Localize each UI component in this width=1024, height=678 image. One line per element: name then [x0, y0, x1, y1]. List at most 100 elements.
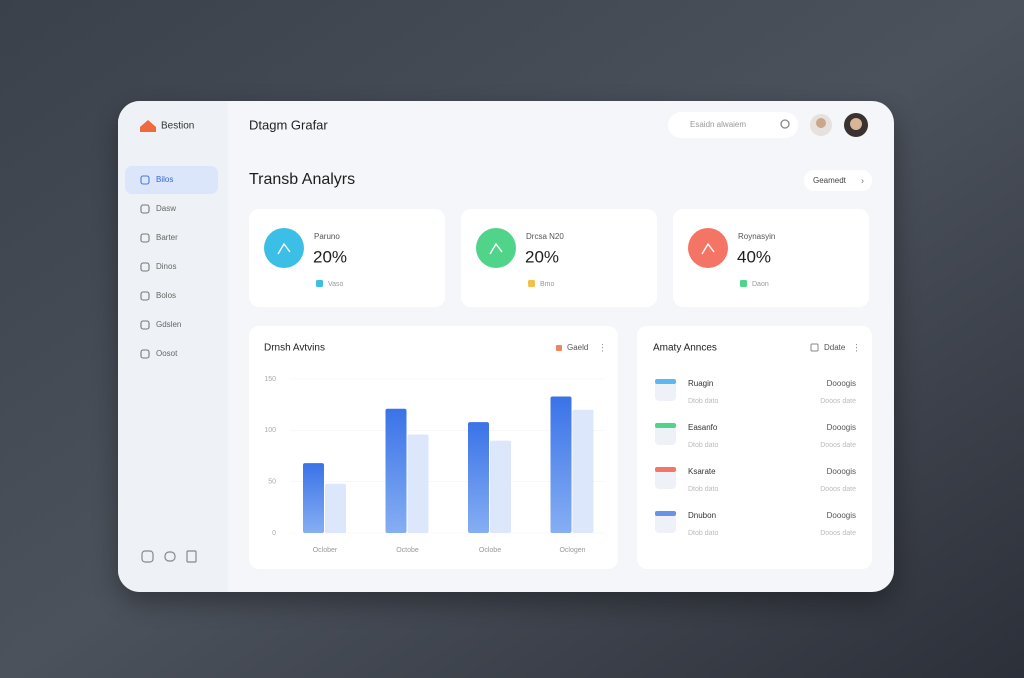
activity-row-right: Dooogis	[827, 379, 856, 388]
nav-icon	[140, 349, 150, 359]
stat-value: 40%	[737, 247, 771, 266]
bar	[303, 463, 324, 533]
more-menu[interactable]: ⋮	[852, 342, 861, 352]
nav-icon	[140, 204, 150, 214]
activity-row-right-sub: Dooos date	[820, 486, 856, 493]
nav-label[interactable]: Bolos	[156, 291, 176, 300]
stat-legend-label: Vaso	[328, 281, 344, 288]
activity-row-right-sub: Dooos date	[820, 398, 856, 405]
sidebar	[118, 101, 228, 592]
action-button[interactable]	[804, 170, 872, 191]
brand-name: Bestion	[161, 121, 194, 132]
bar	[550, 396, 572, 533]
activity-icon	[655, 511, 676, 533]
nav-icon	[140, 320, 150, 330]
stat-value: 20%	[313, 247, 347, 266]
activity-filter[interactable]: Ddate	[824, 343, 846, 352]
activity-icon	[655, 379, 676, 401]
stat-icon-glyph	[277, 242, 291, 255]
stat-label: Paruno	[314, 232, 340, 241]
stat-icon-glyph	[489, 242, 503, 255]
activity-icon	[655, 467, 676, 489]
settings-icon[interactable]	[141, 550, 154, 563]
chevron: ›	[861, 175, 864, 185]
nav-icon	[140, 291, 150, 301]
nav-label[interactable]: Barter	[156, 233, 178, 242]
app-title: Dtagm Grafar	[249, 117, 328, 132]
stat-card	[461, 209, 657, 307]
activity-row-right: Dooogis	[827, 423, 856, 432]
stat-legend-swatch	[528, 280, 535, 287]
stat-icon	[264, 228, 304, 268]
bar	[385, 408, 407, 533]
activity-row-right: Dooogis	[827, 511, 856, 520]
bar	[572, 409, 594, 533]
activity-row-right-sub: Dooos date	[820, 442, 856, 449]
bar	[407, 434, 429, 533]
chart-title: Drnsh Avtvins	[264, 343, 325, 354]
more-menu[interactable]: ⋮	[598, 342, 607, 352]
nav-icon	[140, 175, 150, 185]
stat-legend-swatch	[316, 280, 323, 287]
x-tick-label: Oclobe	[479, 547, 501, 554]
nav-label[interactable]: Oosot	[156, 349, 178, 358]
activity-icon-band	[655, 423, 676, 428]
stat-icon	[476, 228, 516, 268]
activity-icon	[655, 423, 676, 445]
stat-label: Drcsa N20	[526, 232, 564, 241]
activity-row-title[interactable]: Dnubon	[688, 511, 716, 520]
search-icon[interactable]	[780, 119, 790, 129]
calendar-icon	[810, 343, 819, 352]
activity-row-subtitle: Dtob dato	[688, 442, 718, 449]
activity-row-subtitle: Dtob dato	[688, 486, 718, 493]
chat-icon[interactable]	[164, 551, 176, 562]
page-title: Transb Analyrs	[249, 171, 355, 188]
x-tick-label: Oclogen	[559, 547, 585, 554]
action-button-label: Geamedt	[813, 176, 847, 185]
nav-icon	[140, 262, 150, 272]
stat-value: 20%	[525, 247, 559, 266]
avatar-face	[850, 118, 862, 130]
x-tick-label: Octobe	[396, 547, 419, 554]
activity-card	[637, 326, 872, 569]
nav-icon	[140, 233, 150, 243]
activity-icon-band	[655, 467, 676, 472]
stat-legend-swatch	[740, 280, 747, 287]
stat-label: Roynasyin	[738, 232, 775, 241]
activity-icon-band	[655, 511, 676, 516]
activity-row-subtitle: Dtob dato	[688, 530, 718, 537]
activity-row-title[interactable]: Ksarate	[688, 467, 716, 476]
activity-icon-band	[655, 379, 676, 384]
nav-item-active[interactable]	[125, 166, 218, 194]
doc-icon[interactable]	[186, 550, 197, 563]
stat-card	[673, 209, 869, 307]
stat-legend-label: Bmo	[540, 281, 555, 288]
brand-logo	[140, 120, 156, 132]
activity-row-right: Dooogis	[827, 467, 856, 476]
bar	[490, 440, 511, 533]
avatar-face	[816, 118, 826, 128]
nav-label[interactable]: Dasw	[156, 204, 176, 213]
y-tick-label: 0	[272, 530, 276, 537]
activity-row-title[interactable]: Easanfo	[688, 423, 718, 432]
bar	[325, 483, 346, 533]
search-box[interactable]	[668, 112, 798, 138]
activity-row-subtitle: Dtob dato	[688, 398, 718, 405]
nav-label[interactable]: Dinos	[156, 262, 176, 271]
search-placeholder: Esaidn alwaiem	[690, 120, 746, 129]
nav-label[interactable]: Gdslen	[156, 320, 181, 329]
nav-label[interactable]: Bilos	[156, 175, 173, 184]
y-tick-label: 50	[268, 479, 276, 486]
stat-legend-label: Daon	[752, 281, 769, 288]
bar	[468, 422, 489, 533]
stat-icon	[688, 228, 728, 268]
legend-swatch	[556, 345, 562, 351]
x-tick-label: Oclober	[313, 547, 338, 554]
y-tick-label: 100	[264, 427, 276, 434]
stat-card	[249, 209, 445, 307]
legend-label: Gaeld	[567, 343, 588, 352]
y-tick-label: 150	[264, 376, 276, 383]
activity-row-title[interactable]: Ruagin	[688, 379, 713, 388]
